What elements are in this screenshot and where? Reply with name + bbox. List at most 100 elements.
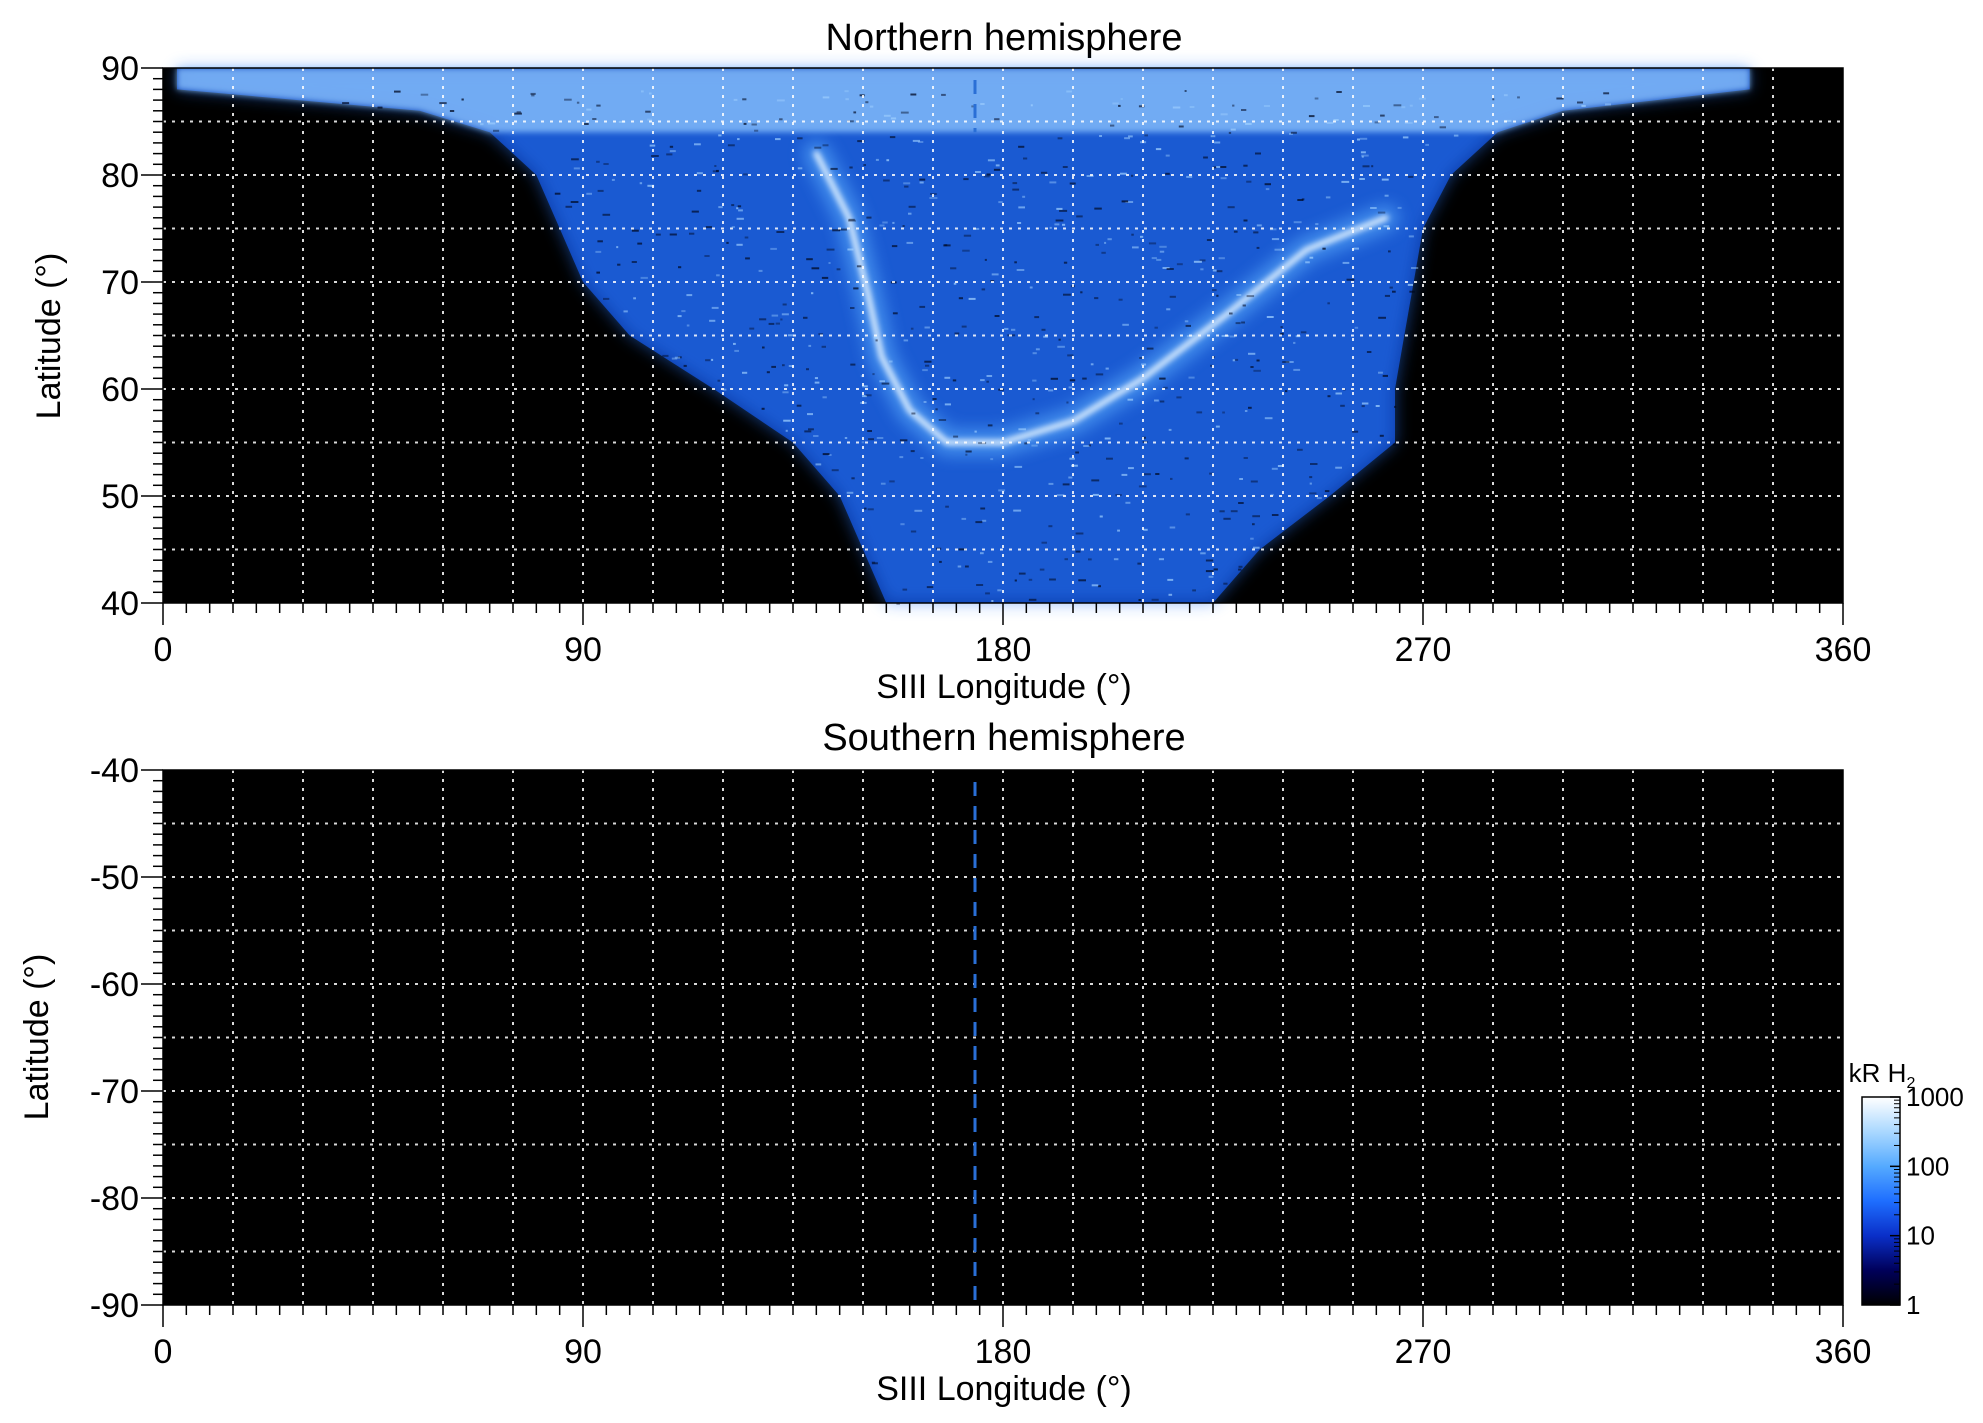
speckle: [1263, 105, 1270, 107]
speckle: [1220, 177, 1227, 180]
y-tick-label: -50: [90, 859, 139, 897]
speckle: [1165, 172, 1170, 175]
speckle: [1097, 585, 1101, 588]
speckle: [945, 505, 949, 508]
speckle: [1178, 125, 1184, 128]
speckle: [1056, 494, 1065, 497]
speckle: [694, 143, 701, 146]
speckle: [924, 360, 932, 363]
speckle: [776, 231, 785, 233]
speckle: [808, 344, 812, 347]
speckle: [1517, 96, 1520, 99]
speckle: [1139, 357, 1143, 359]
speckle: [985, 592, 990, 595]
speckle: [1256, 224, 1262, 227]
speckle: [845, 98, 849, 101]
speckle: [1397, 206, 1402, 209]
speckle: [783, 419, 791, 422]
speckle: [875, 339, 878, 342]
speckle: [623, 310, 628, 313]
speckle: [889, 136, 896, 139]
speckle: [584, 123, 589, 125]
speckle: [848, 218, 855, 221]
speckle: [705, 359, 711, 362]
speckle: [1200, 552, 1206, 555]
speckle: [1277, 465, 1284, 467]
south-grid: [163, 770, 1843, 1305]
speckle: [1248, 406, 1252, 409]
speckle: [1297, 448, 1303, 451]
x-tick-label: 270: [1395, 1333, 1452, 1371]
speckle: [1269, 228, 1277, 231]
speckle: [686, 294, 693, 297]
speckle: [1128, 135, 1133, 138]
speckle: [1185, 513, 1190, 516]
colorbar-tick-label: 1: [1906, 1290, 1920, 1320]
speckle: [1205, 570, 1214, 573]
speckle: [1091, 479, 1100, 482]
speckle: [808, 428, 814, 431]
speckle: [953, 435, 959, 438]
speckle: [564, 98, 572, 101]
speckle: [571, 158, 579, 161]
speckle: [929, 197, 938, 199]
speckle: [649, 144, 656, 147]
speckle: [851, 477, 855, 480]
speckle: [807, 413, 813, 416]
speckle: [1418, 97, 1426, 100]
speckle: [844, 90, 849, 93]
speckle: [1032, 398, 1035, 401]
speckle: [919, 178, 926, 181]
speckle: [1327, 302, 1330, 305]
speckle: [1388, 250, 1391, 253]
speckle: [1603, 92, 1610, 95]
speckle: [1159, 400, 1165, 403]
speckle: [1409, 104, 1413, 107]
speckle: [1216, 294, 1219, 297]
speckle: [1293, 368, 1301, 371]
speckle: [1148, 242, 1157, 245]
speckle: [743, 122, 747, 125]
speckle: [961, 517, 967, 520]
speckle: [1018, 206, 1025, 209]
speckle: [1264, 417, 1273, 420]
south-x-ticks: 0 90 180 270 360: [154, 1305, 1871, 1371]
speckle: [1243, 219, 1248, 222]
speckle: [954, 332, 960, 335]
speckle: [736, 217, 744, 220]
speckle: [1325, 196, 1331, 199]
speckle: [1024, 442, 1028, 445]
speckle: [714, 165, 717, 167]
speckle: [868, 438, 874, 441]
speckle: [856, 265, 862, 268]
speckle: [1210, 135, 1216, 138]
speckle: [1308, 115, 1315, 118]
speckle: [1228, 131, 1232, 134]
speckle: [1049, 181, 1057, 184]
speckle: [1309, 492, 1317, 495]
speckle: [1122, 323, 1129, 326]
speckle: [1238, 502, 1244, 504]
speckle: [1315, 223, 1319, 226]
speckle: [1176, 263, 1183, 266]
speckle: [1169, 295, 1176, 298]
speckle: [1556, 97, 1564, 100]
speckle: [1354, 326, 1359, 329]
speckle: [1159, 250, 1165, 253]
speckle: [597, 189, 604, 192]
speckle: [631, 261, 637, 263]
speckle: [709, 319, 716, 322]
speckle: [1346, 278, 1355, 281]
speckle: [1172, 106, 1181, 109]
speckle: [908, 205, 916, 208]
speckle: [617, 263, 621, 266]
speckle: [1408, 175, 1414, 178]
speckle: [782, 391, 789, 394]
speckle: [1215, 425, 1220, 428]
speckle: [811, 292, 814, 295]
speckle: [1256, 246, 1260, 249]
speckle: [1492, 98, 1495, 101]
speckle: [813, 435, 819, 437]
speckle: [1162, 267, 1170, 269]
speckle: [1439, 126, 1446, 129]
